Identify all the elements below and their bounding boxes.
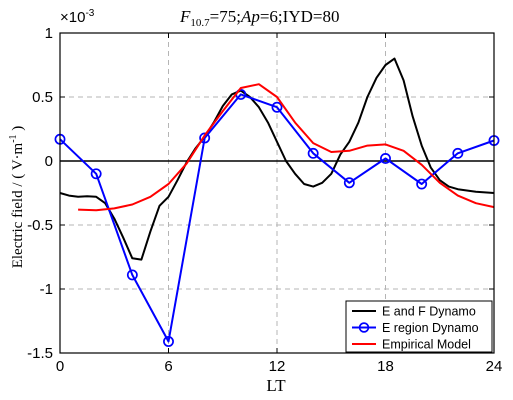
legend-marker-2 xyxy=(358,322,370,333)
y-axis-title-prefix: Electric field / ( V·m xyxy=(10,142,26,268)
y-axis-title-suffix: ) xyxy=(10,126,26,135)
y-tick-label: 0 xyxy=(45,153,53,170)
x-tick-label: 12 xyxy=(269,358,286,375)
y-tick-label: -1 xyxy=(40,281,53,298)
data-point-marker xyxy=(307,147,319,159)
title-ap-value: =6;IYD=80 xyxy=(260,7,340,26)
y-axis-title: Electric field / ( V·m-1 ) xyxy=(8,126,26,269)
data-point-marker xyxy=(416,178,428,190)
data-point-marker xyxy=(343,177,355,189)
x-tick-label: 18 xyxy=(377,358,394,375)
data-point-marker xyxy=(163,336,174,347)
series-line-2 xyxy=(59,93,495,343)
legend-label-1: E and F Dynamo xyxy=(382,305,476,319)
chart-title: F10.7=75;Ap=6;IYD=80 xyxy=(179,7,339,29)
data-point-marker xyxy=(271,101,283,113)
legend-label-2: E region Dynamo xyxy=(382,321,479,335)
data-point-marker xyxy=(126,269,138,281)
x-tick-label: 0 xyxy=(56,358,64,375)
title-f-value: =75; xyxy=(210,7,241,26)
title-f-label: F xyxy=(179,7,191,26)
title-ap-label: Ap xyxy=(240,7,260,26)
data-point-marker xyxy=(380,152,391,164)
plot-area: 0 6 12 18 24 1 0.5 0 -0.5 -1 -1.5 xyxy=(27,25,502,375)
y-tick-label: -0.5 xyxy=(27,217,53,234)
y-exponent-power: -3 xyxy=(85,8,94,19)
legend-label-3: Empirical Model xyxy=(382,338,471,352)
plot-background xyxy=(60,33,494,353)
y-tick-label: -1.5 xyxy=(27,345,53,362)
data-point-marker xyxy=(199,132,211,144)
x-axis-title: LT xyxy=(266,376,286,395)
data-point-marker xyxy=(452,147,464,159)
y-exponent-base: ×10 xyxy=(60,9,85,26)
x-tick-label: 6 xyxy=(164,358,172,375)
y-axis-title-sup: -1 xyxy=(8,134,19,142)
y-exponent-label: ×10-3 xyxy=(60,8,95,26)
data-point-marker xyxy=(90,168,102,180)
legend: E and F Dynamo E region Dynamo Empirical M… xyxy=(345,300,493,353)
x-tick-label: 24 xyxy=(486,358,503,375)
series-line-3 xyxy=(78,83,495,212)
y-tick-label: 1 xyxy=(45,25,53,42)
title-f-subscript: 10.7 xyxy=(190,17,210,29)
y-tick-label: 0.5 xyxy=(32,89,53,106)
series-line-1 xyxy=(59,57,495,261)
